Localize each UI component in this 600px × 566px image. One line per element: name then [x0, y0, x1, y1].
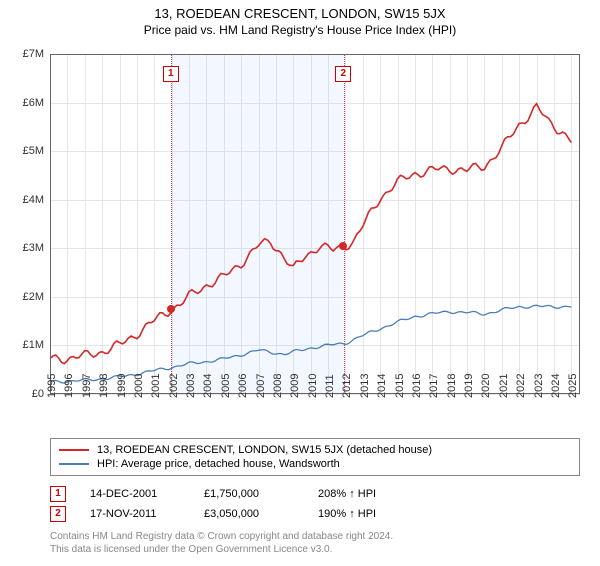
chart-container: 13, ROEDEAN CRESCENT, LONDON, SW15 5JX P… — [0, 6, 600, 566]
x-tick-label: 2007 — [255, 374, 267, 398]
x-tick-label: 2021 — [498, 374, 510, 398]
x-tick-label: 2006 — [237, 374, 249, 398]
x-tick-label: 2013 — [359, 374, 371, 398]
transaction-marker-badge: 2 — [335, 66, 351, 82]
x-tick-label: 2017 — [428, 374, 440, 398]
legend-label: HPI: Average price, detached house, Wand… — [97, 458, 340, 470]
x-tick-label: 2005 — [220, 374, 232, 398]
y-tick-label: £1M — [23, 339, 44, 351]
x-tick-label: 2024 — [550, 374, 562, 398]
y-tick-label: £4M — [23, 194, 44, 206]
x-tick-label: 2018 — [446, 374, 458, 398]
x-tick-label: 1996 — [63, 374, 75, 398]
x-tick-label: 2010 — [307, 374, 319, 398]
series-property — [50, 104, 571, 364]
transaction-badge: 1 — [50, 486, 66, 502]
x-tick-label: 2004 — [202, 374, 214, 398]
transaction-badge: 2 — [50, 506, 66, 522]
plot-area: 12 £0£1M£2M£3M£4M£5M£6M£7M 1995199619971… — [50, 54, 580, 394]
x-tick-label: 2020 — [480, 374, 492, 398]
x-tick-label: 2000 — [133, 374, 145, 398]
legend-row: HPI: Average price, detached house, Wand… — [59, 457, 571, 471]
x-tick-label: 1997 — [81, 374, 93, 398]
transactions-table: 1 14-DEC-2001 £1,750,000 208% ↑ HPI 2 17-NOV-… — [50, 484, 580, 524]
transaction-row: 2 17-NOV-2011 £3,050,000 190% ↑ HPI — [50, 504, 580, 524]
x-tick-label: 2016 — [411, 374, 423, 398]
legend-swatch — [59, 463, 89, 465]
y-tick-label: £7M — [23, 48, 44, 60]
x-tick-label: 2001 — [150, 374, 162, 398]
x-tick-label: 2003 — [185, 374, 197, 398]
chart-subtitle: Price paid vs. HM Land Registry's House … — [0, 23, 600, 37]
legend-swatch — [59, 449, 89, 451]
legend-row: 13, ROEDEAN CRESCENT, LONDON, SW15 5JX (… — [59, 443, 571, 457]
x-tick-label: 2012 — [341, 374, 353, 398]
transaction-point — [167, 305, 175, 313]
footer-line-2: This data is licensed under the Open Gov… — [50, 543, 580, 556]
x-tick-label: 2011 — [324, 374, 336, 398]
transaction-date: 17-NOV-2011 — [90, 508, 180, 520]
x-tick-label: 2015 — [394, 374, 406, 398]
footer-line-1: Contains HM Land Registry data © Crown c… — [50, 530, 580, 543]
x-tick-label: 2019 — [463, 374, 475, 398]
legend-label: 13, ROEDEAN CRESCENT, LONDON, SW15 5JX (… — [97, 444, 432, 456]
x-tick-label: 1999 — [116, 374, 128, 398]
y-tick-label: £6M — [23, 97, 44, 109]
x-tick-label: 1995 — [46, 374, 58, 398]
x-tick-label: 2014 — [376, 374, 388, 398]
chart-lines — [50, 54, 580, 394]
x-tick-label: 2008 — [272, 374, 284, 398]
transaction-vs-hpi: 190% ↑ HPI — [318, 508, 408, 520]
y-tick-label: £3M — [23, 242, 44, 254]
y-tick-label: £0 — [32, 388, 44, 400]
x-tick-label: 2009 — [289, 374, 301, 398]
transaction-row: 1 14-DEC-2001 £1,750,000 208% ↑ HPI — [50, 484, 580, 504]
transaction-date: 14-DEC-2001 — [90, 488, 180, 500]
transaction-price: £1,750,000 — [204, 488, 294, 500]
footer-text: Contains HM Land Registry data © Crown c… — [50, 530, 580, 556]
x-tick-label: 1998 — [98, 374, 110, 398]
transaction-marker-badge: 1 — [163, 66, 179, 82]
x-tick-label: 2002 — [168, 374, 180, 398]
legend-and-footer: 13, ROEDEAN CRESCENT, LONDON, SW15 5JX (… — [50, 438, 580, 556]
chart-title: 13, ROEDEAN CRESCENT, LONDON, SW15 5JX — [0, 6, 600, 21]
series-hpi — [50, 305, 571, 383]
x-tick-label: 2023 — [533, 374, 545, 398]
x-tick-label: 2022 — [515, 374, 527, 398]
transaction-point — [339, 242, 347, 250]
transaction-vs-hpi: 208% ↑ HPI — [318, 488, 408, 500]
y-tick-label: £2M — [23, 291, 44, 303]
x-tick-label: 2025 — [567, 374, 579, 398]
transaction-price: £3,050,000 — [204, 508, 294, 520]
legend-box: 13, ROEDEAN CRESCENT, LONDON, SW15 5JX (… — [50, 438, 580, 476]
y-tick-label: £5M — [23, 145, 44, 157]
